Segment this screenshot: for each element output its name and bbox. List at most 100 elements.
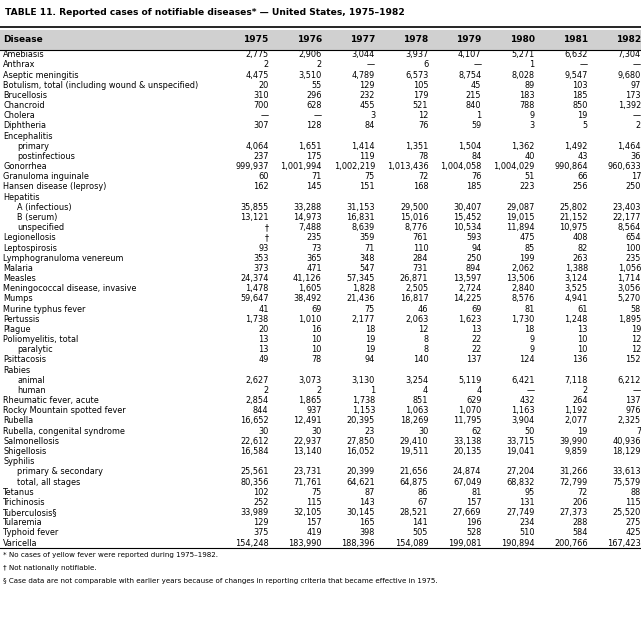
Text: 8,564: 8,564 — [618, 223, 641, 232]
Text: 8,754: 8,754 — [458, 71, 481, 79]
Text: 17: 17 — [631, 173, 641, 181]
Text: 27,850: 27,850 — [347, 437, 375, 446]
Text: 75: 75 — [365, 173, 375, 181]
Text: 5,119: 5,119 — [458, 376, 481, 384]
Text: 3,937: 3,937 — [405, 50, 428, 59]
Text: 24,374: 24,374 — [240, 274, 269, 283]
Bar — [0, 487, 641, 497]
Text: 29,500: 29,500 — [400, 203, 428, 212]
Text: 162: 162 — [253, 182, 269, 191]
Text: 16,831: 16,831 — [346, 213, 375, 222]
Text: 35,855: 35,855 — [240, 203, 269, 212]
Text: 2: 2 — [317, 386, 322, 395]
Bar — [0, 416, 641, 426]
Text: 960,633: 960,633 — [608, 162, 641, 171]
Text: postinfectious: postinfectious — [17, 152, 75, 161]
Bar — [0, 467, 641, 477]
Text: 22,937: 22,937 — [294, 437, 322, 446]
Text: 10: 10 — [578, 335, 588, 344]
Text: †: † — [265, 223, 269, 232]
Bar — [0, 446, 641, 457]
Text: 16,817: 16,817 — [399, 294, 428, 303]
Text: —: — — [633, 386, 641, 395]
Text: 41: 41 — [258, 305, 269, 314]
Text: 2: 2 — [263, 61, 269, 70]
Text: Anthrax: Anthrax — [3, 61, 36, 70]
Text: 455: 455 — [360, 101, 375, 110]
Text: 119: 119 — [360, 152, 375, 161]
Text: 27,373: 27,373 — [560, 508, 588, 517]
Text: 179: 179 — [413, 91, 428, 100]
Text: Salmonellosis: Salmonellosis — [3, 437, 59, 446]
Text: 154,089: 154,089 — [395, 538, 428, 547]
Text: 173: 173 — [626, 91, 641, 100]
Text: 140: 140 — [413, 355, 428, 365]
Text: 4,941: 4,941 — [564, 294, 588, 303]
Text: Leptospirosis: Leptospirosis — [3, 243, 57, 252]
Text: 196: 196 — [466, 518, 481, 527]
Text: 2,505: 2,505 — [405, 284, 428, 293]
Text: Mumps: Mumps — [3, 294, 33, 303]
Text: 1,004,058: 1,004,058 — [440, 162, 481, 171]
Text: 76: 76 — [471, 173, 481, 181]
Bar — [0, 172, 641, 182]
Text: 851: 851 — [413, 396, 428, 405]
Text: 55: 55 — [312, 80, 322, 90]
Text: Diphtheria: Diphtheria — [3, 122, 46, 130]
Text: —: — — [526, 386, 535, 395]
Text: 3,254: 3,254 — [405, 376, 428, 384]
Text: 1,388: 1,388 — [565, 264, 588, 273]
Text: human: human — [17, 386, 46, 395]
Text: 593: 593 — [466, 233, 481, 242]
Text: 1981: 1981 — [563, 35, 588, 44]
Text: 263: 263 — [572, 254, 588, 263]
Text: 7,304: 7,304 — [618, 50, 641, 59]
Text: 8,776: 8,776 — [405, 223, 428, 232]
Bar — [0, 304, 641, 314]
Text: 475: 475 — [519, 233, 535, 242]
Text: 22,177: 22,177 — [613, 213, 641, 222]
Text: 5,270: 5,270 — [618, 294, 641, 303]
Text: —: — — [367, 61, 375, 70]
Bar — [0, 100, 641, 111]
Bar — [0, 60, 641, 70]
Bar — [0, 507, 641, 518]
Text: 78: 78 — [418, 152, 428, 161]
Text: 1,248: 1,248 — [565, 315, 588, 324]
Bar — [0, 263, 641, 274]
Text: 58: 58 — [631, 305, 641, 314]
Bar — [0, 182, 641, 192]
Text: 223: 223 — [519, 182, 535, 191]
Text: 131: 131 — [519, 498, 535, 507]
Text: 71: 71 — [365, 243, 375, 252]
Text: 12,491: 12,491 — [293, 417, 322, 426]
Text: 2,775: 2,775 — [246, 50, 269, 59]
Text: 13,597: 13,597 — [453, 274, 481, 283]
Text: 19: 19 — [365, 335, 375, 344]
Text: 16,652: 16,652 — [240, 417, 269, 426]
Text: Hepatitis: Hepatitis — [3, 193, 40, 202]
Text: —: — — [313, 111, 322, 120]
Text: 60: 60 — [258, 173, 269, 181]
Text: 2: 2 — [317, 61, 322, 70]
Text: 20: 20 — [258, 325, 269, 334]
Text: 72: 72 — [418, 173, 428, 181]
Text: —: — — [260, 111, 269, 120]
Text: paralytic: paralytic — [17, 345, 53, 354]
Text: 86: 86 — [418, 488, 428, 497]
Text: 33,138: 33,138 — [453, 437, 481, 446]
Text: 22: 22 — [471, 335, 481, 344]
Text: 10: 10 — [312, 345, 322, 354]
Text: 97: 97 — [631, 80, 641, 90]
Text: 1,895: 1,895 — [618, 315, 641, 324]
Text: 1,153: 1,153 — [352, 406, 375, 415]
Text: 19: 19 — [578, 427, 588, 435]
Text: Legionellosis: Legionellosis — [3, 233, 56, 242]
Text: 30,145: 30,145 — [347, 508, 375, 517]
Bar — [0, 80, 641, 90]
Text: 105: 105 — [413, 80, 428, 90]
Text: 206: 206 — [572, 498, 588, 507]
Text: 78: 78 — [312, 355, 322, 365]
Text: 36: 36 — [631, 152, 641, 161]
Text: Typhoid fever: Typhoid fever — [3, 529, 58, 537]
